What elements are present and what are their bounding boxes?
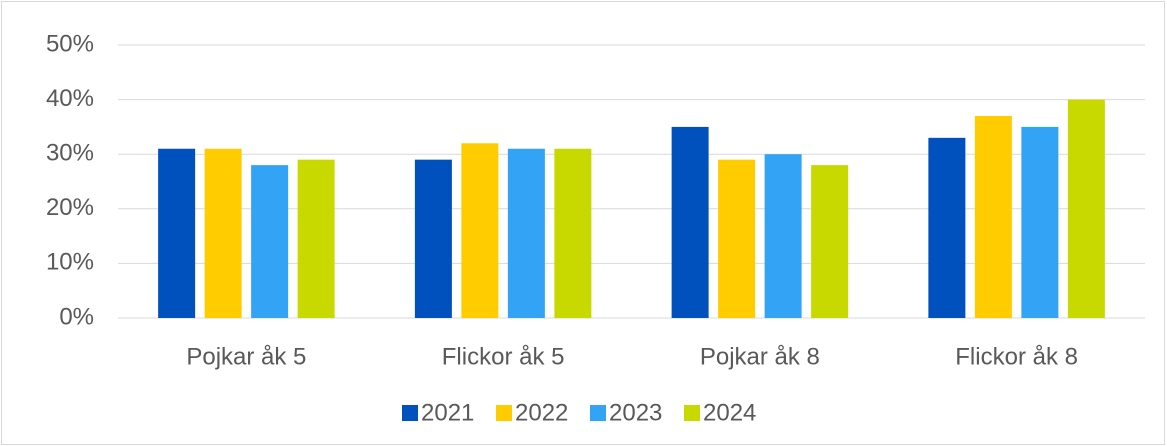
legend-label: 2021 [421, 399, 474, 426]
bar [718, 159, 756, 318]
bar [764, 154, 802, 318]
legend-label: 2024 [703, 399, 756, 426]
legend-label: 2023 [609, 399, 662, 426]
bar [1021, 126, 1059, 319]
bar [414, 159, 452, 318]
legend-swatch [590, 405, 606, 421]
x-tick-label: Flickor åk 5 [442, 343, 565, 370]
bar [1067, 99, 1105, 318]
bar [811, 165, 849, 318]
bar [671, 126, 709, 319]
legend-swatch [402, 405, 418, 421]
y-tick-label: 50% [46, 30, 94, 57]
bar [204, 148, 242, 318]
bar [507, 148, 545, 318]
x-tick-label: Flickor åk 8 [955, 343, 1078, 370]
bar [554, 148, 592, 318]
bar [974, 115, 1012, 318]
y-tick-label: 10% [46, 249, 94, 276]
y-tick-label: 0% [59, 303, 94, 330]
x-tick-label: Pojkar åk 8 [700, 343, 820, 370]
bar [461, 143, 499, 318]
legend-swatch [684, 405, 700, 421]
legend-label: 2022 [515, 399, 568, 426]
y-tick-label: 20% [46, 194, 94, 221]
bar [297, 159, 335, 318]
y-tick-label: 30% [46, 140, 94, 167]
legend-swatch [496, 405, 512, 421]
bar [928, 137, 966, 318]
bar [158, 148, 196, 318]
bar [251, 165, 289, 318]
y-tick-label: 40% [46, 85, 94, 112]
x-tick-label: Pojkar åk 5 [186, 343, 306, 370]
